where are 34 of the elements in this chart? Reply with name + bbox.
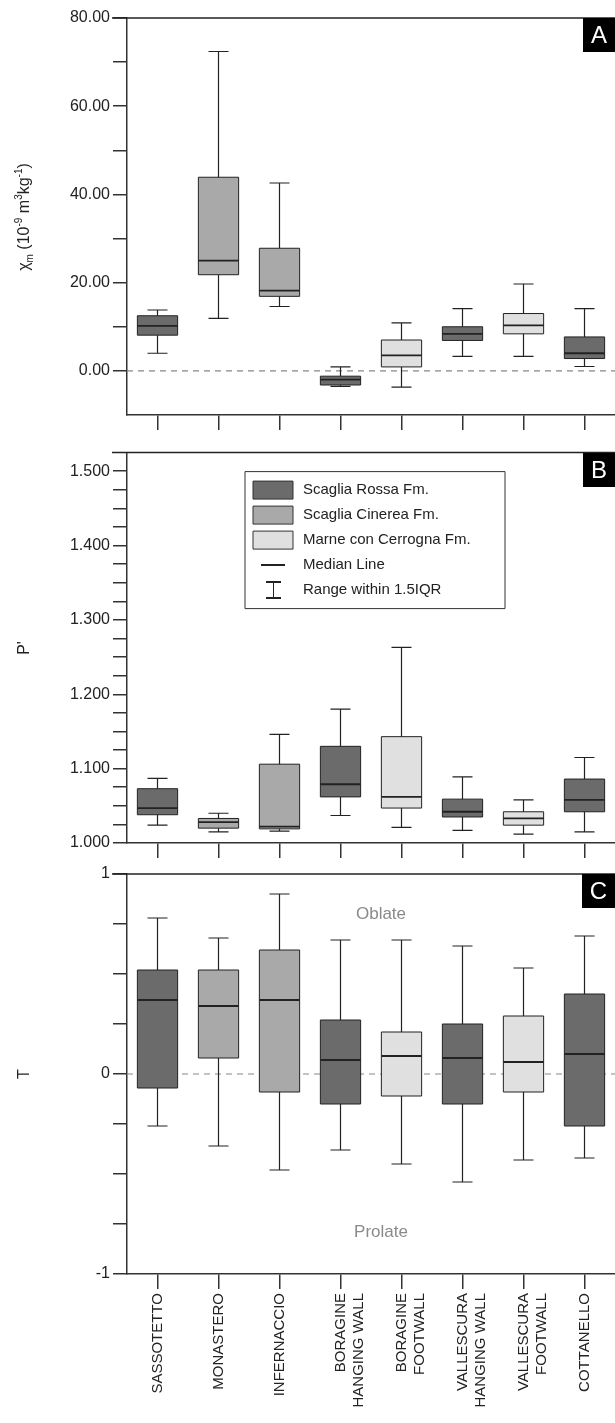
y-tick-label: 60.00 <box>69 96 111 114</box>
chart-title: A <box>582 18 615 52</box>
y-tick-label: 40.00 <box>69 184 111 202</box>
y-tick-label: 0 <box>101 1064 111 1082</box>
x-tick-label: MONASTERO <box>208 1293 226 1390</box>
y-tick-label: 80.00 <box>69 8 111 26</box>
y-tick-label: 20.00 <box>69 273 111 291</box>
annotation: Range within 1.5IQR <box>303 580 442 598</box>
chart-title: C <box>581 874 615 908</box>
x-tick-label: VALLESCURA FOOTWALL <box>513 1293 549 1392</box>
annotation: Median Line <box>303 555 385 573</box>
y-tick-label: 1.400 <box>69 535 111 553</box>
y-axis-title: T <box>15 1069 33 1079</box>
y-axis-title: P' <box>15 640 33 655</box>
x-tick-label: BORAGINE HANGING WALL <box>330 1293 366 1408</box>
y-tick-label: 0.00 <box>78 361 111 379</box>
y-tick-label: 1.100 <box>69 759 111 777</box>
x-tick-label: SASSOTETTO <box>147 1293 165 1394</box>
y-tick-label: 1.300 <box>69 610 111 628</box>
x-tick-label: BORAGINE FOOTWALL <box>391 1293 427 1375</box>
x-tick-label: COTTANELLO <box>574 1293 592 1392</box>
chart-title: B <box>582 452 615 487</box>
legend-label: Marne con Cerrogna Fm. <box>303 530 471 548</box>
y-tick-label: 1 <box>101 864 111 882</box>
y-tick-label: 1.000 <box>69 833 111 851</box>
annotation: Oblate <box>355 904 407 924</box>
y-tick-label: 1.200 <box>69 684 111 702</box>
legend-label: Scaglia Rossa Fm. <box>303 480 429 498</box>
x-tick-label: INFERNACCIO <box>269 1293 287 1397</box>
x-tick-label: VALLESCURA HANGING WALL <box>452 1293 488 1408</box>
legend-label: Scaglia Cinerea Fm. <box>303 505 439 523</box>
y-tick-label: 1.500 <box>69 461 111 479</box>
annotation: Prolate <box>354 1222 408 1242</box>
y-tick-label: -1 <box>95 1264 111 1282</box>
